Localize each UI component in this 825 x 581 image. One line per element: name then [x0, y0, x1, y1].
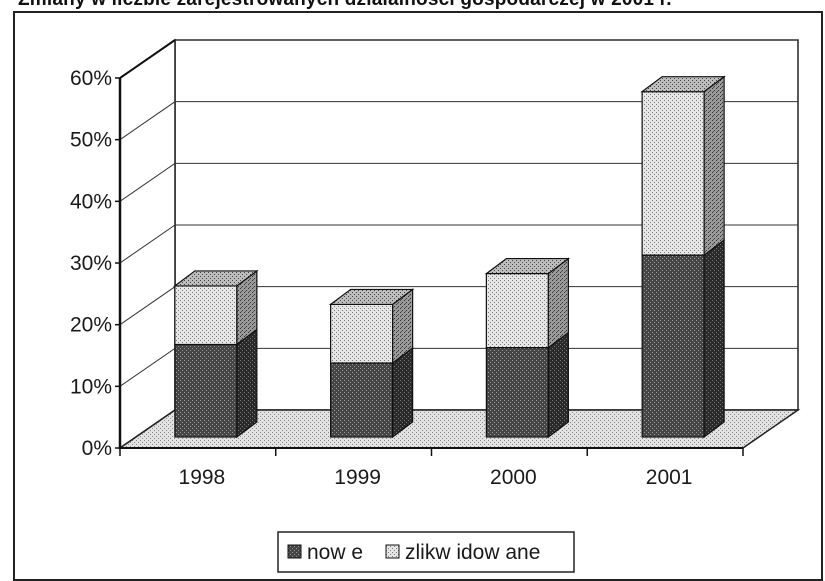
legend-swatch-zlikwidowane [385, 544, 400, 559]
bar-group [173, 269, 259, 439]
bar-nowe-front [485, 346, 549, 438]
gridline [119, 224, 798, 264]
legend-label-nowe: now e [307, 541, 363, 564]
bar-zlikwidowane-front [641, 91, 705, 256]
x-tick-label: 1999 [334, 466, 381, 489]
y-tick-label: 0% [82, 437, 112, 460]
legend: now e zlikw idow ane [277, 531, 575, 573]
x-tick-label: 2000 [490, 466, 537, 489]
bar-top [328, 288, 415, 306]
bar-nowe-front [330, 362, 394, 438]
y-tick-label: 60% [70, 67, 112, 90]
bar-zlikwidowane-front [174, 285, 238, 346]
y-tick-label: 40% [70, 190, 112, 213]
bar-nowe-front [641, 254, 705, 438]
y-tick-label: 20% [70, 314, 112, 337]
bar-nowe-side [236, 328, 258, 439]
y-tick-label: 30% [70, 252, 112, 275]
bar-zlikwidowane-front [330, 303, 394, 364]
y-tick-label: 50% [70, 129, 112, 152]
gridline [119, 162, 798, 202]
y-axis-top-edge [119, 39, 176, 79]
legend-label-zlikwidowane: zlikw idow ane [405, 541, 540, 564]
y-tick-label: 10% [70, 375, 112, 398]
gridline [119, 101, 798, 141]
bar-group [484, 257, 571, 439]
x-tick-label: 2001 [646, 466, 693, 489]
legend-swatch-nowe [287, 544, 302, 559]
bar-group [640, 75, 726, 439]
bar-nowe-front [174, 343, 238, 438]
bar-zlikwidowane-side [703, 75, 725, 257]
bar-nowe-side [703, 238, 725, 439]
x-tick-label: 1998 [179, 466, 226, 489]
chart-title: Zmiany w liczbie zarejestrowanych działa… [0, 0, 825, 11]
bar-top [173, 270, 259, 287]
bar-group [328, 288, 415, 439]
bar-zlikwidowane-front [485, 272, 549, 349]
bar-nowe-side [547, 331, 569, 439]
bar-top [484, 257, 571, 275]
bar-top [640, 76, 726, 93]
